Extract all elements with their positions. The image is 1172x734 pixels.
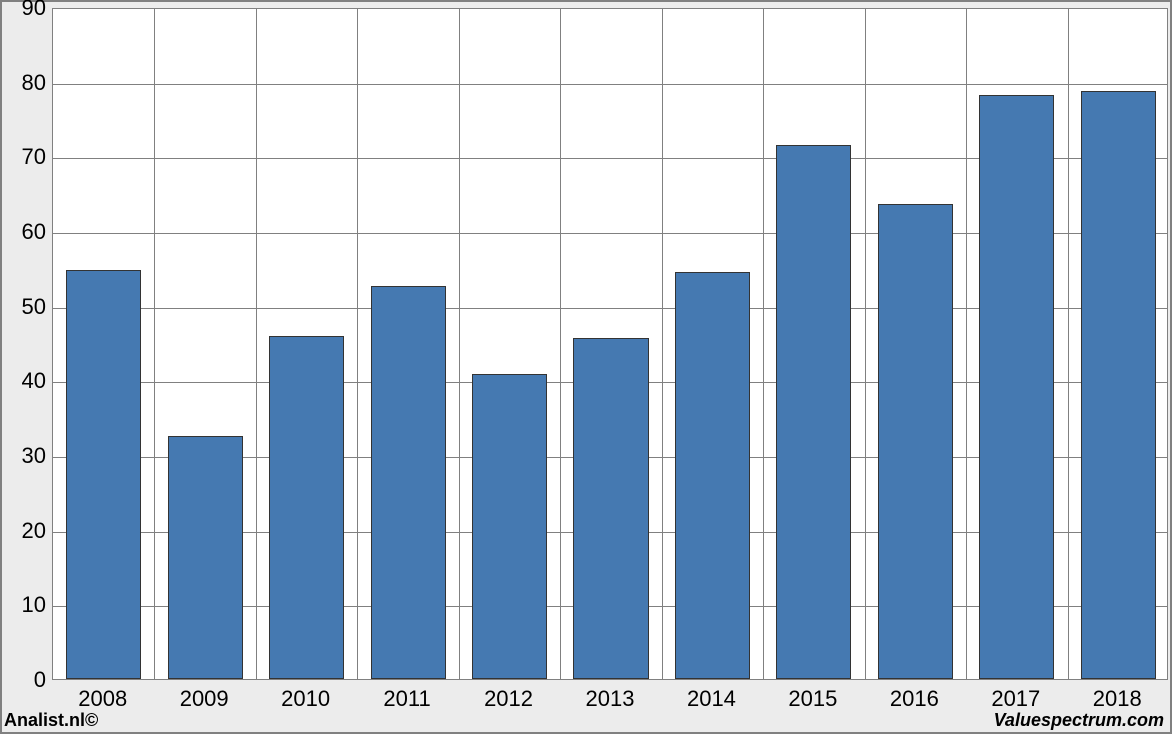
bar	[675, 272, 750, 679]
gridline-h	[53, 84, 1167, 85]
x-tick-label: 2011	[356, 686, 457, 712]
gridline-v	[560, 9, 561, 679]
gridline-v	[966, 9, 967, 679]
x-tick-label: 2013	[559, 686, 660, 712]
x-tick-label: 2017	[965, 686, 1066, 712]
x-tick-label: 2010	[255, 686, 356, 712]
bar	[878, 204, 953, 679]
gridline-v	[763, 9, 764, 679]
bar	[573, 338, 648, 679]
credit-right: Valuespectrum.com	[994, 710, 1164, 731]
plot-area	[52, 8, 1168, 680]
y-tick-label: 30	[2, 443, 46, 469]
x-tick-label: 2014	[661, 686, 762, 712]
bar	[979, 95, 1054, 679]
y-tick-label: 90	[2, 0, 46, 21]
bar	[66, 270, 141, 679]
y-tick-label: 60	[2, 219, 46, 245]
y-tick-label: 20	[2, 518, 46, 544]
bar	[776, 145, 851, 679]
gridline-v	[357, 9, 358, 679]
x-tick-label: 2018	[1067, 686, 1168, 712]
x-tick-label: 2012	[458, 686, 559, 712]
x-tick-label: 2008	[52, 686, 153, 712]
y-tick-label: 0	[2, 667, 46, 693]
gridline-v	[865, 9, 866, 679]
x-tick-label: 2009	[153, 686, 254, 712]
gridline-v	[256, 9, 257, 679]
bar	[371, 286, 446, 679]
x-tick-label: 2015	[762, 686, 863, 712]
y-tick-label: 40	[2, 368, 46, 394]
chart-frame: 0 10 20 30 40 50 60 70 80 90 20082009201020112012…	[0, 0, 1172, 734]
y-tick-label: 70	[2, 144, 46, 170]
x-tick-label: 2016	[864, 686, 965, 712]
bar	[168, 436, 243, 679]
bar	[269, 336, 344, 679]
y-tick-label: 10	[2, 592, 46, 618]
y-tick-label: 80	[2, 70, 46, 96]
credit-left: Analist.nl©	[4, 710, 98, 731]
bar	[1081, 91, 1156, 679]
gridline-v	[662, 9, 663, 679]
gridline-v	[459, 9, 460, 679]
bar	[472, 374, 547, 679]
gridline-v	[154, 9, 155, 679]
gridline-v	[1068, 9, 1069, 679]
y-tick-label: 50	[2, 294, 46, 320]
